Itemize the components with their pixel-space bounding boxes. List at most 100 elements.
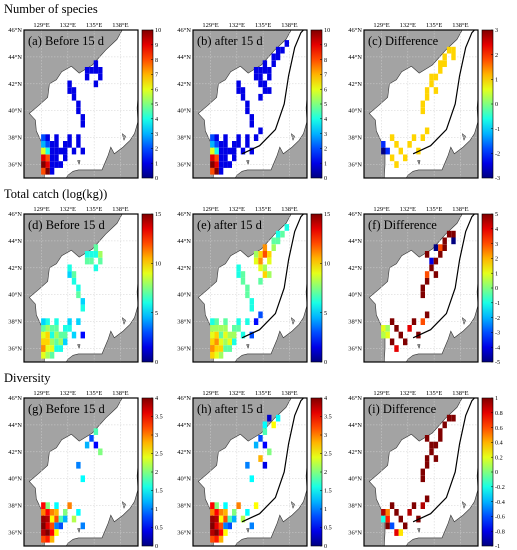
panel-d: 129°E 132°E 135°E 138°E 46°N 44°N 42°N 40°N 38°N… bbox=[8, 206, 161, 366]
y-tick-label: 44°N bbox=[348, 422, 362, 429]
colorbar-tick-label: 1 bbox=[155, 160, 158, 167]
colorbar-tick-label: 15 bbox=[324, 211, 330, 218]
x-tick-label: 135°E bbox=[86, 390, 102, 397]
grid-cell bbox=[223, 338, 228, 346]
grid-cell bbox=[420, 468, 425, 476]
grid-cell bbox=[89, 257, 94, 265]
grid-cell bbox=[271, 237, 276, 245]
y-tick-label: 36°N bbox=[8, 162, 22, 169]
grid-cell bbox=[71, 87, 77, 94]
grid-cell bbox=[41, 154, 46, 162]
grid-cell bbox=[253, 67, 259, 74]
colorbar-tick-label: -3 bbox=[495, 330, 500, 337]
land-japan bbox=[234, 97, 307, 178]
grid-cell bbox=[258, 455, 263, 462]
land-sado-island bbox=[461, 132, 467, 142]
grid-cell bbox=[245, 284, 250, 292]
grid-cell bbox=[394, 509, 399, 516]
grid-cell bbox=[63, 325, 68, 332]
colorbar-tick-label: 1 bbox=[324, 506, 327, 513]
colorbar-tick-label: -1 bbox=[495, 126, 500, 133]
grid-cell bbox=[227, 331, 232, 339]
grid-cell bbox=[45, 338, 50, 346]
land-japan bbox=[405, 465, 478, 546]
grid-cell bbox=[80, 147, 85, 155]
grid-cell bbox=[236, 134, 241, 141]
colorbar-tick-label: -5 bbox=[495, 359, 500, 366]
land-oki-island bbox=[417, 160, 421, 166]
colorbar-gradient bbox=[141, 213, 154, 363]
land-japan bbox=[405, 281, 478, 362]
grid-cell bbox=[214, 141, 219, 148]
x-tick-label: 138°E bbox=[281, 206, 297, 213]
grid-cell bbox=[223, 318, 228, 325]
grid-cell bbox=[398, 515, 403, 523]
land-sakhalin bbox=[307, 201, 338, 215]
grid-cell bbox=[284, 224, 289, 231]
grid-cell bbox=[433, 244, 439, 251]
grid-cell bbox=[227, 522, 232, 530]
grid-cell bbox=[262, 441, 268, 449]
grid-cell bbox=[262, 428, 268, 435]
x-tick-label: 138°E bbox=[452, 206, 468, 213]
x-tick-label: 132°E bbox=[400, 22, 416, 29]
colorbar-tick-label: 0 bbox=[324, 175, 327, 182]
grid-cell bbox=[275, 414, 281, 422]
grid-cell bbox=[93, 60, 99, 67]
grid-cell bbox=[262, 421, 268, 429]
grid-cell bbox=[223, 529, 228, 536]
grid-cell bbox=[258, 80, 263, 88]
grid-cell bbox=[214, 529, 219, 536]
grid-cell bbox=[245, 141, 250, 148]
colorbar-tick-label: -2 bbox=[495, 315, 500, 322]
colorbar-tick-label: 5 bbox=[324, 101, 327, 108]
grid-cell bbox=[429, 448, 434, 456]
y-tick-label: 44°N bbox=[8, 238, 22, 245]
grid-cell bbox=[424, 461, 430, 469]
colorbar-tick-label: 6 bbox=[324, 86, 327, 93]
land-sado-island bbox=[121, 132, 127, 142]
y-tick-label: 36°N bbox=[177, 162, 191, 169]
grid-cell bbox=[420, 284, 425, 292]
grid-cell bbox=[424, 495, 430, 503]
colorbar-tick-label: 2 bbox=[495, 256, 498, 263]
colorbar-tick-label: 0 bbox=[155, 359, 158, 366]
grid-cell bbox=[245, 107, 250, 115]
grid-cell bbox=[442, 60, 447, 67]
colorbar-tick-label: 1 bbox=[495, 77, 498, 84]
y-tick-label: 40°N bbox=[177, 108, 191, 115]
y-tick-label: 36°N bbox=[177, 346, 191, 353]
y-tick-label: 44°N bbox=[177, 54, 191, 61]
grid-cell bbox=[249, 147, 254, 155]
grid-cell bbox=[214, 318, 219, 325]
grid-cell bbox=[80, 304, 85, 312]
grid-cell bbox=[98, 257, 103, 265]
grid-cell bbox=[49, 154, 55, 162]
colorbar: 3 2 1 0 -1 -2 -3 bbox=[481, 27, 500, 182]
land-oki-island bbox=[77, 344, 81, 350]
grid-cell bbox=[223, 141, 228, 148]
grid-cell bbox=[63, 509, 68, 516]
grid-cell bbox=[58, 147, 63, 155]
panel-i: 129°E 132°E 135°E 138°E 46°N 44°N 42°N 40°N 38°N… bbox=[348, 390, 505, 550]
x-tick-label: 132°E bbox=[400, 390, 416, 397]
colorbar-tick-label: 6 bbox=[155, 86, 158, 93]
grid-cell bbox=[433, 257, 439, 265]
grid-cell bbox=[389, 318, 395, 325]
grid-cell bbox=[429, 80, 434, 88]
grid-cell bbox=[214, 134, 219, 141]
grid-cell bbox=[253, 134, 259, 141]
grid-cell bbox=[54, 515, 59, 523]
grid-cell bbox=[271, 60, 276, 67]
grid-cell bbox=[71, 147, 77, 155]
y-tick-label: 44°N bbox=[177, 238, 191, 245]
grid-cell bbox=[214, 535, 219, 543]
y-tick-label: 36°N bbox=[8, 530, 22, 537]
grid-cell bbox=[45, 522, 50, 530]
panel-title: (c) Difference bbox=[368, 34, 439, 48]
colorbar-tick-label: 0.5 bbox=[324, 525, 332, 532]
grid-cell bbox=[76, 291, 81, 299]
y-tick-label: 46°N bbox=[8, 27, 22, 34]
y-tick-label: 40°N bbox=[348, 292, 362, 299]
grid-cell bbox=[223, 522, 228, 530]
